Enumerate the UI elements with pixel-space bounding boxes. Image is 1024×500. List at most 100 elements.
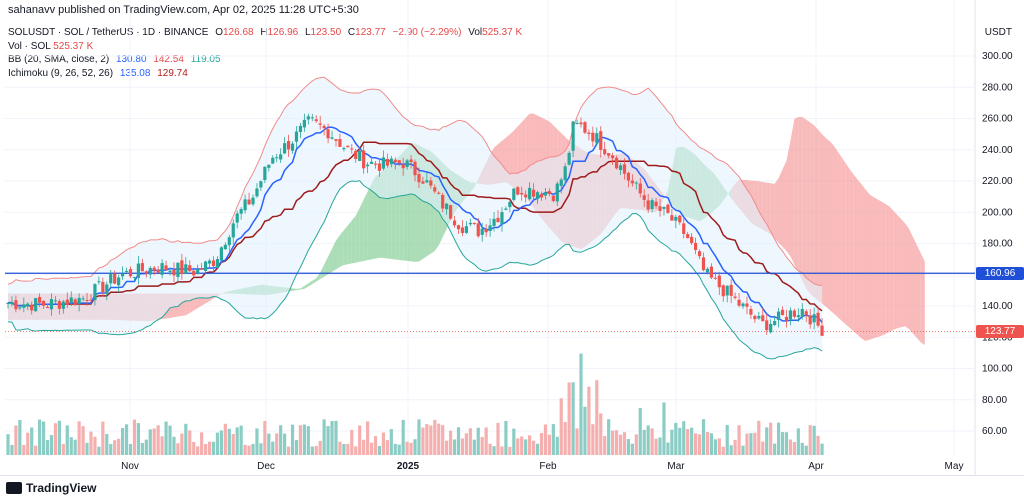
volume-bar	[796, 428, 800, 455]
volume-bar	[780, 432, 785, 455]
volume-bar	[804, 445, 808, 455]
price-chart[interactable]: 300.00 280.00 260.00 240.00 220.00 200.00 180.…	[0, 0, 1024, 476]
candle-body	[618, 165, 623, 171]
candle-body	[239, 209, 243, 214]
volume-bar	[354, 446, 358, 455]
candle-body	[302, 119, 306, 128]
candle-body	[136, 263, 141, 278]
candle-body	[816, 312, 820, 326]
candle-body	[520, 192, 524, 195]
volume-bar	[433, 419, 437, 455]
volume-bar	[180, 433, 184, 455]
candle-body	[73, 299, 77, 305]
candle-body	[117, 277, 121, 286]
volume-bar	[567, 382, 571, 455]
candle-body	[587, 132, 591, 134]
x-tick-label: Feb	[539, 461, 557, 472]
ichimoku-cloud-segment	[861, 184, 866, 341]
ichimoku-cloud-segment	[889, 206, 894, 333]
currency-label[interactable]: USDT	[984, 27, 1012, 38]
volume-bar	[705, 432, 710, 455]
candle-body	[200, 268, 204, 270]
volume-bar	[468, 428, 472, 455]
volume-bar	[413, 439, 417, 455]
volume-bar	[164, 421, 168, 455]
volume-bar	[725, 424, 729, 455]
candle-body	[535, 192, 540, 199]
candle-body	[211, 260, 216, 267]
candle-body	[223, 244, 227, 250]
candle-body	[701, 257, 706, 271]
candle-body	[808, 315, 812, 325]
tradingview-logo[interactable]: TradingView	[6, 481, 96, 495]
ichimoku-cloud-segment	[865, 189, 870, 341]
ohlc-change: −2.90 (−2.29%)	[392, 27, 462, 38]
volume-bar	[662, 402, 666, 455]
candle-body	[156, 269, 160, 273]
volume-bar	[587, 386, 591, 455]
candle-body	[338, 139, 342, 147]
candle-body	[662, 206, 666, 209]
candle-body	[283, 143, 287, 154]
candle-body	[267, 164, 271, 168]
volume-bar	[500, 446, 504, 455]
candle-body	[243, 199, 247, 211]
ohlc-c-label: C	[347, 27, 356, 38]
bb-basis: 130.80	[115, 54, 147, 65]
symbol-name[interactable]: SOLUSDT · SOL / TetherUS · 1D · BINANCE	[8, 27, 209, 38]
candle-body	[721, 285, 725, 297]
candle-body	[729, 284, 733, 296]
candle-body	[761, 315, 765, 321]
bb-label[interactable]: BB (20, SMA, close, 2)	[8, 54, 110, 65]
volume-bar	[547, 434, 551, 455]
volume-bar	[314, 445, 318, 455]
candle-body	[484, 229, 488, 233]
candle-body	[421, 181, 425, 184]
volume-bar	[757, 420, 761, 455]
volume-bar	[310, 446, 314, 455]
last-price-label: 123.77	[976, 325, 1024, 339]
volume-bar	[693, 433, 698, 455]
volume-bar	[784, 432, 789, 455]
volume-bar	[136, 423, 141, 455]
candle-body	[41, 300, 46, 306]
volume-bar	[504, 420, 508, 455]
ichimoku-cloud-segment	[826, 138, 830, 311]
volume-bar	[85, 442, 89, 455]
candle-body	[433, 187, 437, 192]
ohlc-vol: 525.37 K	[482, 27, 523, 38]
candle-body	[314, 119, 318, 122]
volume-bar	[176, 443, 180, 455]
candle-body	[555, 183, 559, 202]
volume-bar	[128, 444, 133, 455]
volume-bar	[492, 446, 496, 455]
volume-bar	[283, 433, 287, 455]
candle-body	[413, 161, 417, 176]
volume-bar	[551, 424, 555, 455]
volume-bar	[622, 432, 627, 455]
volume-bar	[385, 440, 389, 455]
ichimoku-cloud-segment	[881, 201, 886, 336]
volume-bar	[472, 439, 476, 455]
ichimoku-cloud-segment	[786, 140, 791, 257]
candle-body	[504, 208, 508, 210]
y-tick-label: 260.00	[982, 114, 1013, 125]
volume-bar	[148, 429, 152, 455]
candle-body	[741, 303, 745, 307]
ohlc-open: 126.68	[223, 27, 254, 38]
volume-bar	[618, 434, 623, 455]
ichimoku-label[interactable]: Ichimoku (9, 26, 52, 26)	[8, 67, 114, 79]
volume-bar	[152, 428, 156, 455]
candle-body	[452, 220, 457, 226]
vol-label[interactable]: Vol · SOL	[8, 40, 51, 52]
volume-bar	[717, 438, 721, 455]
candle-body	[476, 223, 480, 237]
volume-bar	[124, 424, 129, 455]
volume-bar	[350, 429, 354, 455]
candle-body	[164, 265, 168, 271]
volume-bar	[820, 443, 824, 455]
volume-bar	[144, 439, 148, 455]
candle-body	[397, 160, 401, 164]
volume-bar	[638, 407, 642, 455]
ichimoku-cloud-segment	[320, 264, 325, 280]
